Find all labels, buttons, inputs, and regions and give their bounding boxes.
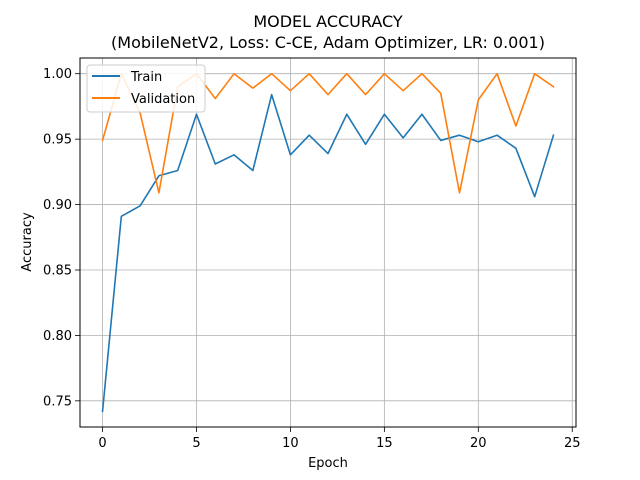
legend: Train Validation <box>86 64 206 113</box>
y-tick-label: 0.80 <box>43 329 72 344</box>
y-axis-label: Accuracy <box>20 212 35 272</box>
y-tick-label: 0.95 <box>43 133 72 148</box>
chart-subtitle: (MobileNetV2, Loss: C-CE, Adam Optimizer… <box>111 33 545 52</box>
y-tick-label: 0.85 <box>43 263 72 278</box>
x-tick-label: 20 <box>470 436 487 451</box>
series-line-train <box>101 93 555 413</box>
x-axis-label: Epoch <box>308 456 348 471</box>
legend-label-validation: Validation <box>131 92 195 107</box>
x-tick-label: 15 <box>376 436 393 451</box>
x-tick-label: 0 <box>98 436 106 451</box>
x-tick-label: 10 <box>282 436 299 451</box>
chart-title: MODEL ACCURACY <box>253 12 403 31</box>
legend-label-train: Train <box>130 70 162 85</box>
tick-layer: 0 5 10 15 20 25 0.75 0.80 0.85 0.90 0.95 1.00 <box>43 67 580 451</box>
grid-layer <box>80 58 576 427</box>
x-tick-label: 5 <box>192 436 200 451</box>
y-tick-label: 0.75 <box>43 394 72 409</box>
y-tick-label: 0.90 <box>43 198 72 213</box>
plot-frame <box>79 57 577 428</box>
y-tick-label: 1.00 <box>43 67 72 82</box>
x-tick-label: 25 <box>564 436 581 451</box>
